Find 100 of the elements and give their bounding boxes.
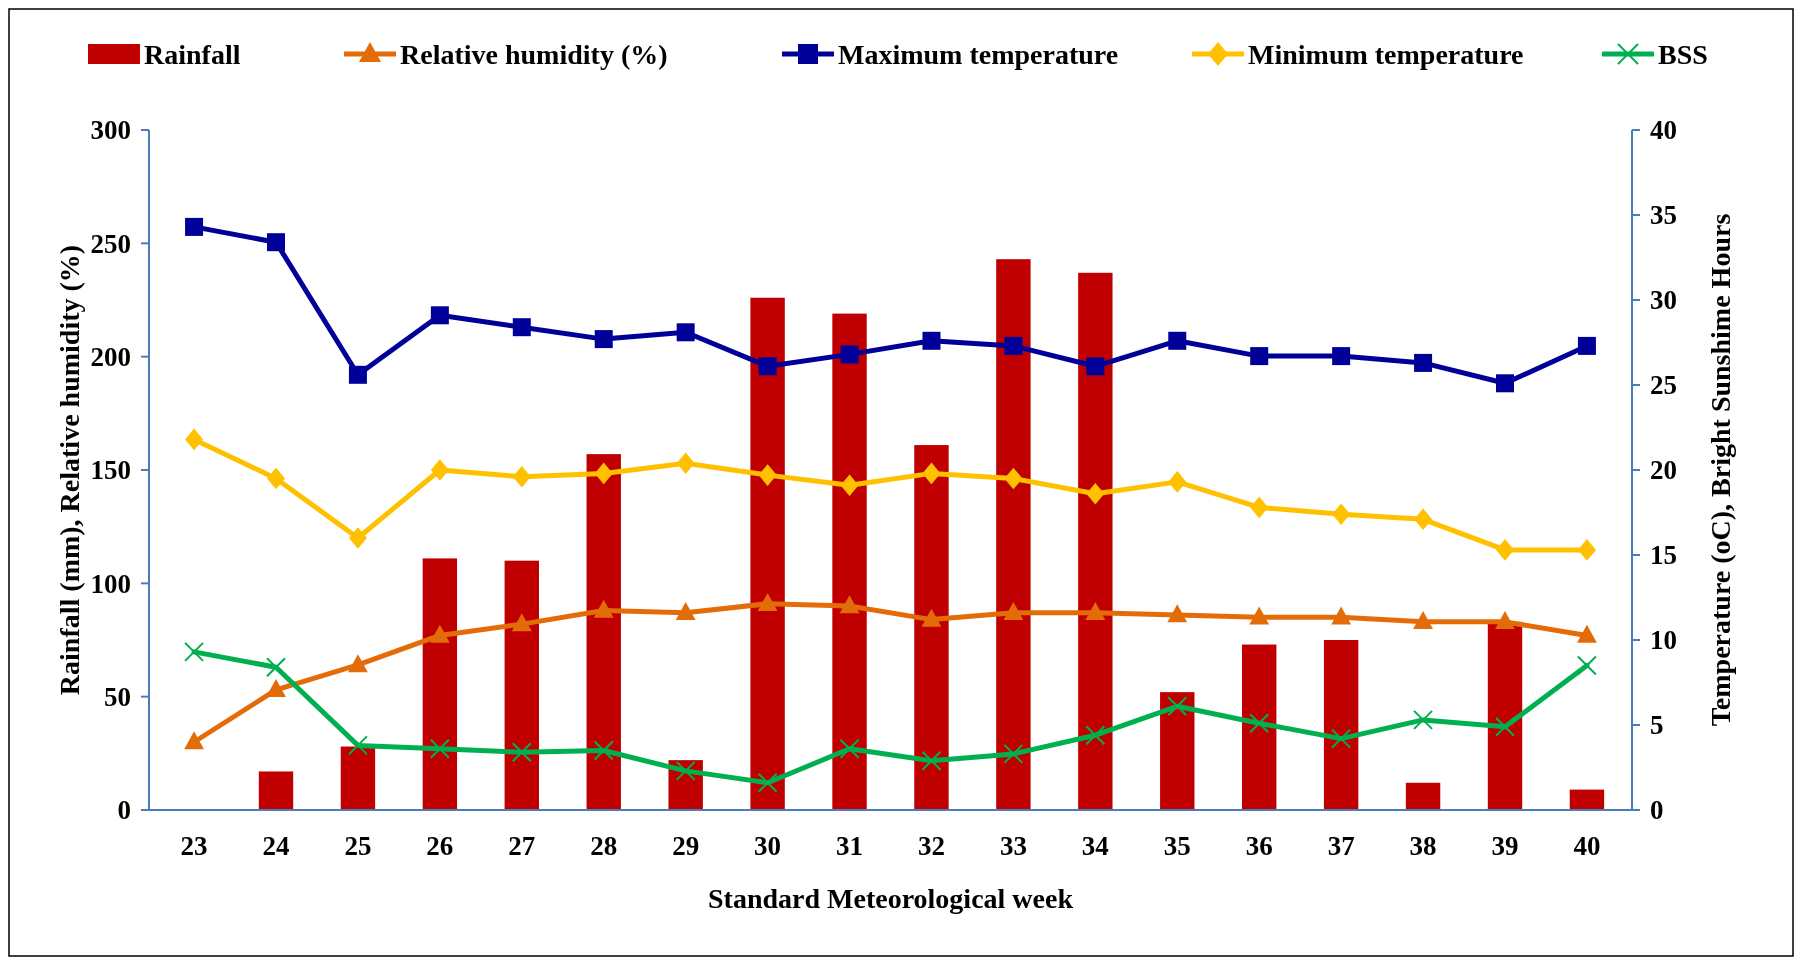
y2-tick-label: 15	[1650, 540, 1677, 571]
point	[921, 608, 942, 627]
point	[593, 740, 614, 761]
point	[594, 330, 613, 349]
x-tick-label: 30	[754, 831, 782, 861]
x-tick-label: 24	[262, 831, 290, 861]
bar	[422, 558, 458, 810]
point	[1414, 508, 1433, 531]
x-tick-label: 40	[1573, 831, 1601, 861]
legend-label: Rainfall	[144, 38, 241, 70]
legend-label: Relative humidity (%)	[400, 38, 668, 70]
point	[1414, 353, 1433, 372]
point	[266, 679, 286, 698]
x-tick-label: 31	[836, 831, 864, 861]
point	[1168, 331, 1187, 350]
point	[429, 738, 450, 759]
point	[840, 345, 859, 364]
point	[1249, 713, 1270, 734]
bar	[832, 313, 867, 810]
x-tick-label: 34	[1081, 831, 1109, 861]
point	[1577, 624, 1597, 643]
x-tick-label: 25	[344, 831, 372, 861]
x-tick-label: 27	[508, 831, 536, 861]
point	[348, 654, 368, 673]
point	[1086, 357, 1105, 376]
point	[675, 760, 696, 781]
bar	[1160, 692, 1195, 810]
y2-axis-title: Temperature (oC), Bright Sunshime Hours	[1705, 213, 1736, 727]
point	[1004, 336, 1023, 355]
bar	[258, 771, 294, 810]
point	[922, 331, 941, 350]
point	[184, 731, 204, 750]
legend-label: BSS	[1658, 38, 1708, 70]
y-tick-label: 0	[117, 795, 131, 826]
point	[758, 357, 777, 376]
y2-tick-label: 0	[1650, 795, 1664, 826]
point	[430, 306, 449, 325]
y2-tick-label: 10	[1650, 625, 1677, 656]
point	[267, 467, 285, 490]
point	[348, 365, 367, 384]
point	[1577, 539, 1596, 561]
point	[757, 592, 778, 611]
x-axis-title: Standard Meteorological week	[708, 883, 1074, 914]
point	[267, 233, 285, 252]
point	[1004, 467, 1023, 490]
point	[512, 466, 531, 488]
point	[429, 624, 450, 643]
point	[1086, 483, 1105, 505]
point	[675, 602, 696, 620]
x-tick-label: 32	[917, 831, 945, 861]
bar	[750, 297, 785, 810]
point	[1495, 716, 1515, 737]
point	[1332, 503, 1351, 525]
bar	[1569, 789, 1605, 810]
point	[1003, 602, 1024, 620]
point	[1576, 655, 1597, 676]
point	[348, 527, 367, 549]
point	[757, 772, 778, 793]
point	[1331, 728, 1352, 749]
bar	[504, 560, 539, 810]
point	[1495, 611, 1515, 630]
point	[347, 735, 368, 756]
point	[1332, 347, 1351, 366]
point	[1085, 725, 1106, 746]
y2-tick-label: 30	[1650, 285, 1677, 316]
point	[185, 217, 204, 236]
y2-tick-label: 40	[1650, 115, 1677, 146]
point	[1250, 496, 1269, 519]
x-tick-label: 39	[1491, 831, 1519, 861]
y2-tick-label: 35	[1650, 200, 1677, 231]
bar	[1487, 621, 1523, 810]
point	[1250, 347, 1269, 366]
point	[1167, 696, 1188, 717]
bar	[1323, 640, 1359, 810]
legend-label: Minimum temperature	[1248, 38, 1524, 70]
point	[511, 742, 532, 763]
point	[1413, 709, 1434, 730]
bar	[1405, 782, 1441, 810]
point	[1413, 611, 1433, 630]
point	[676, 452, 695, 474]
point	[266, 657, 286, 678]
point	[1003, 743, 1024, 764]
y-tick-label: 250	[90, 228, 131, 259]
point	[921, 750, 942, 771]
point	[839, 595, 860, 614]
point	[676, 323, 695, 342]
bar	[586, 454, 621, 810]
x-tick-label: 26	[426, 831, 454, 861]
legend-label: Maximum temperature	[838, 38, 1119, 70]
bar	[914, 445, 949, 810]
y2-tick-label: 25	[1650, 370, 1677, 401]
point	[511, 613, 532, 632]
x-tick-label: 28	[590, 831, 618, 861]
point	[1249, 606, 1270, 625]
point	[594, 462, 613, 485]
point	[1577, 336, 1596, 355]
x-tick-label: 33	[999, 831, 1027, 861]
point	[1496, 539, 1514, 561]
x-tick-label: 29	[672, 831, 700, 861]
point	[922, 462, 941, 485]
